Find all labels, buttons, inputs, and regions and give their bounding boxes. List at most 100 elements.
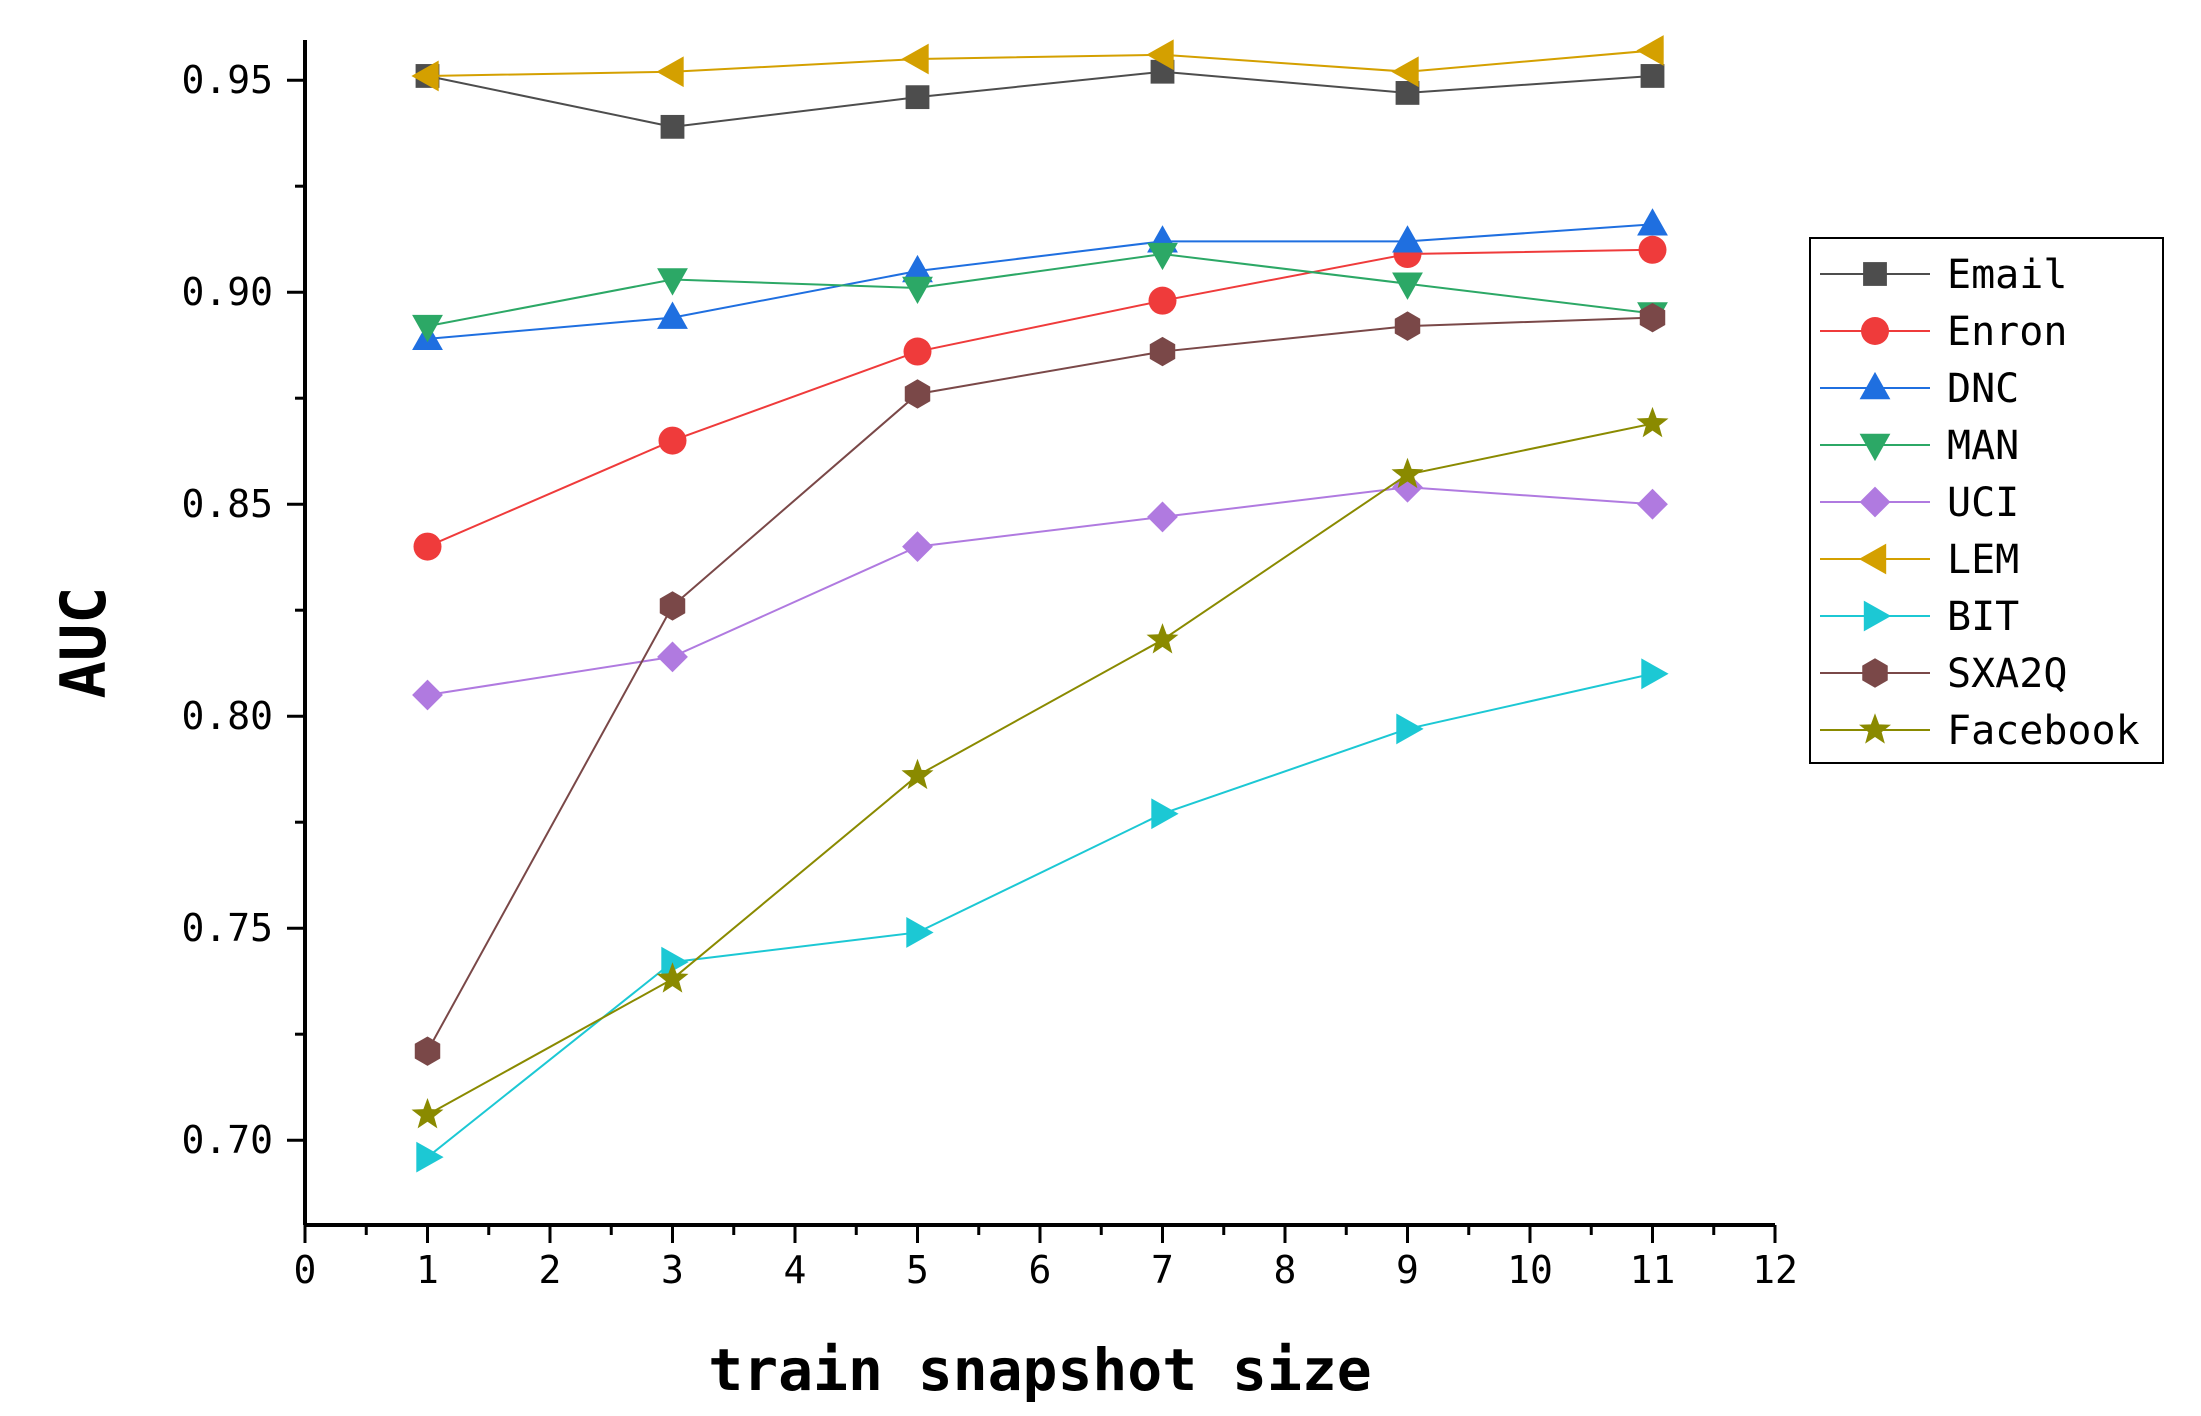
- legend: Email Enron DNC MAN UCI LEM BIT SXA2Q Facebook: [1809, 237, 2164, 764]
- series-line: [427, 422, 1653, 1116]
- y-tick-label: 0.75: [181, 906, 273, 950]
- series-line: [427, 49, 1653, 77]
- legend-marker: [1859, 713, 1891, 744]
- data-point: [902, 276, 933, 305]
- legend-marker: [1862, 658, 1888, 688]
- data-point: [1641, 658, 1669, 690]
- legend-label: MAN: [1947, 423, 2019, 469]
- data-point: [1640, 64, 1665, 88]
- x-tick-label: 12: [1752, 1248, 1798, 1292]
- data-point: [1636, 35, 1664, 66]
- series-line: [426, 316, 1653, 1052]
- series-line: [427, 486, 1653, 696]
- series-enron: [413, 235, 1667, 561]
- data-point: [657, 641, 688, 673]
- legend-item: BIT: [1820, 594, 2019, 640]
- legend-label: LEM: [1947, 537, 2019, 583]
- data-point: [1394, 311, 1421, 341]
- data-point: [416, 1141, 444, 1173]
- data-point: [1396, 713, 1424, 745]
- legend-label: Facebook: [1947, 708, 2140, 754]
- series-uci: [412, 471, 1668, 711]
- legend-label: BIT: [1947, 594, 2019, 640]
- legend-marker: [1861, 317, 1889, 345]
- series-email: [415, 59, 1665, 139]
- series-line: [426, 672, 1653, 1158]
- series-line: [427, 253, 1653, 328]
- data-point: [657, 268, 688, 296]
- series-line: [427, 70, 1653, 128]
- y-tick-label: 0.90: [181, 270, 273, 314]
- legend-item: MAN: [1820, 423, 2019, 469]
- data-point: [656, 962, 689, 993]
- data-point: [657, 301, 688, 329]
- legend-label: SXA2Q: [1947, 651, 2067, 697]
- data-point: [411, 1097, 444, 1129]
- data-point: [906, 917, 934, 948]
- legend-label: UCI: [1947, 480, 2019, 526]
- data-point: [1147, 242, 1178, 271]
- data-point: [1147, 501, 1178, 533]
- data-point: [901, 758, 934, 790]
- data-point: [901, 43, 929, 75]
- series-line: [427, 248, 1653, 548]
- x-tick-label: 3: [661, 1248, 684, 1292]
- x-tick-label: 10: [1507, 1248, 1553, 1292]
- legend-label: DNC: [1947, 366, 2019, 412]
- data-point: [1151, 798, 1179, 830]
- data-point: [1392, 272, 1423, 300]
- legend-label: Email: [1947, 252, 2067, 298]
- data-point: [1146, 39, 1174, 71]
- data-point: [1636, 406, 1669, 438]
- y-tick-label: 0.95: [181, 58, 273, 102]
- legend-marker: [1863, 600, 1892, 632]
- data-point: [1146, 623, 1179, 654]
- data-point: [1639, 302, 1666, 333]
- data-point: [1395, 81, 1420, 105]
- x-tick-label: 11: [1630, 1248, 1676, 1292]
- series-man: [412, 242, 1668, 343]
- series-line: [427, 223, 1653, 340]
- y-tick-label: 0.70: [181, 1118, 273, 1162]
- legend-item: LEM: [1820, 537, 2019, 583]
- legend-marker: [1859, 486, 1891, 518]
- data-point: [905, 85, 930, 110]
- x-tick-label: 0: [294, 1248, 317, 1292]
- legend-item: Facebook: [1820, 708, 2140, 754]
- data-point: [1149, 336, 1176, 367]
- y-tick-label: 0.85: [181, 482, 273, 526]
- data-point: [413, 532, 442, 561]
- series-facebook: [411, 406, 1669, 1129]
- series-layer: [411, 35, 1669, 1173]
- series-lem: [411, 35, 1664, 92]
- y-ticks: 0.70 0.75 0.80 0.85 0.90 0.95: [181, 58, 305, 1162]
- x-tick-label: 2: [539, 1248, 562, 1292]
- x-tick-label: 9: [1396, 1248, 1419, 1292]
- legend-item: Email: [1820, 252, 2067, 298]
- data-point: [902, 254, 933, 283]
- data-point: [660, 114, 685, 139]
- data-point: [903, 337, 932, 366]
- data-point: [414, 1036, 441, 1066]
- y-tick-label: 0.80: [181, 694, 273, 738]
- data-point: [411, 60, 439, 92]
- legend-item: UCI: [1820, 480, 2019, 526]
- data-point: [658, 426, 687, 455]
- data-point: [412, 314, 443, 343]
- data-point: [904, 379, 931, 409]
- x-tick-label: 8: [1274, 1248, 1297, 1292]
- legend-item: SXA2Q: [1820, 651, 2067, 697]
- x-tick-label: 6: [1029, 1248, 1052, 1292]
- data-point: [1391, 457, 1424, 489]
- data-point: [1148, 286, 1177, 315]
- legend-item: DNC: [1820, 366, 2019, 412]
- series-sxa2q: [414, 302, 1666, 1066]
- data-point: [902, 531, 933, 562]
- legend-marker: [1858, 543, 1887, 575]
- legend-label: Enron: [1947, 309, 2067, 355]
- x-ticks: 0 1 2 3 4 5 6 7 8 9 10 11 12: [294, 1225, 1798, 1292]
- legend-marker: [1859, 433, 1891, 462]
- axes: [303, 40, 1775, 1227]
- data-point: [661, 946, 689, 978]
